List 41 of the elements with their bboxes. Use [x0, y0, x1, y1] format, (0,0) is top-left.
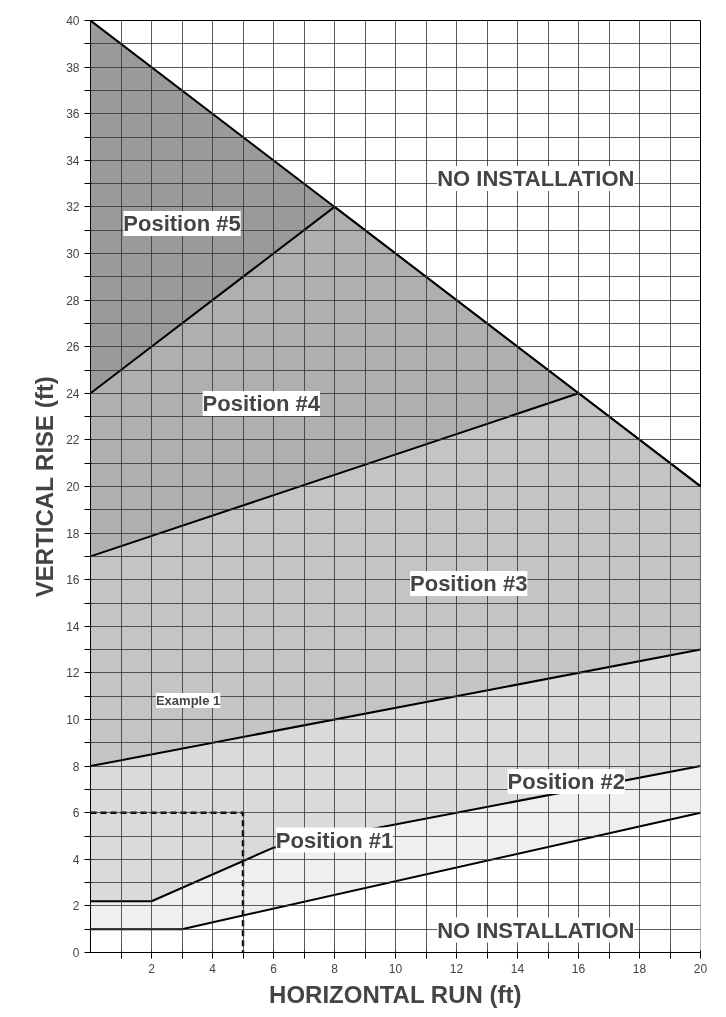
x-tick-label: 8 [331, 961, 339, 976]
annotation: NO INSTALLATION [437, 166, 635, 191]
x-tick-label: 20 [693, 961, 708, 976]
y-axis-title: VERTICAL RISE (ft) [31, 376, 59, 598]
x-tick-label: 6 [270, 961, 278, 976]
x-tick-label: 14 [510, 961, 525, 976]
x-tick-label: 12 [449, 961, 464, 976]
y-tick-label: 32 [66, 200, 80, 215]
x-tick-label: 16 [571, 961, 586, 976]
y-tick-label: 40 [66, 14, 80, 28]
annotation: Position #1 [275, 827, 394, 853]
annotation: NO INSTALLATION [437, 917, 635, 943]
y-tick-label: 16 [66, 573, 80, 588]
y-tick-label: 24 [66, 386, 80, 401]
annotation: Position #3 [410, 571, 528, 596]
y-tick-label: 10 [66, 713, 80, 727]
y-tick-label: 36 [66, 107, 80, 122]
annotation: Position #2 [507, 769, 625, 794]
y-tick-label: 12 [66, 666, 80, 681]
y-tick-label: 28 [66, 293, 80, 308]
y-tick-label: 4 [72, 852, 80, 867]
y-tick-label: 22 [66, 433, 80, 448]
x-tick-label: 10 [388, 961, 403, 976]
x-tick-label: 18 [632, 961, 647, 976]
y-tick-label: 6 [72, 806, 80, 821]
y-tick-label: 2 [72, 899, 80, 914]
y-tick-label: 38 [66, 60, 80, 75]
x-tick-label: 2 [148, 961, 156, 976]
x-axis-title: HORIZONTAL RUN (ft) [269, 980, 522, 1008]
y-tick-label: 34 [66, 153, 80, 168]
y-tick-label: 14 [66, 619, 80, 634]
y-tick-label: 26 [66, 340, 80, 355]
y-tick-label: 20 [66, 480, 80, 494]
y-tick-label: 30 [66, 247, 80, 261]
annotation: Position #5 [123, 211, 241, 236]
x-tick-label: 4 [209, 961, 217, 976]
annotation: Position #4 [202, 391, 321, 416]
y-tick-label: 0 [72, 946, 80, 960]
annotation: Example 1 [155, 693, 221, 708]
y-tick-label: 8 [72, 759, 80, 774]
y-tick-label: 18 [66, 526, 80, 541]
